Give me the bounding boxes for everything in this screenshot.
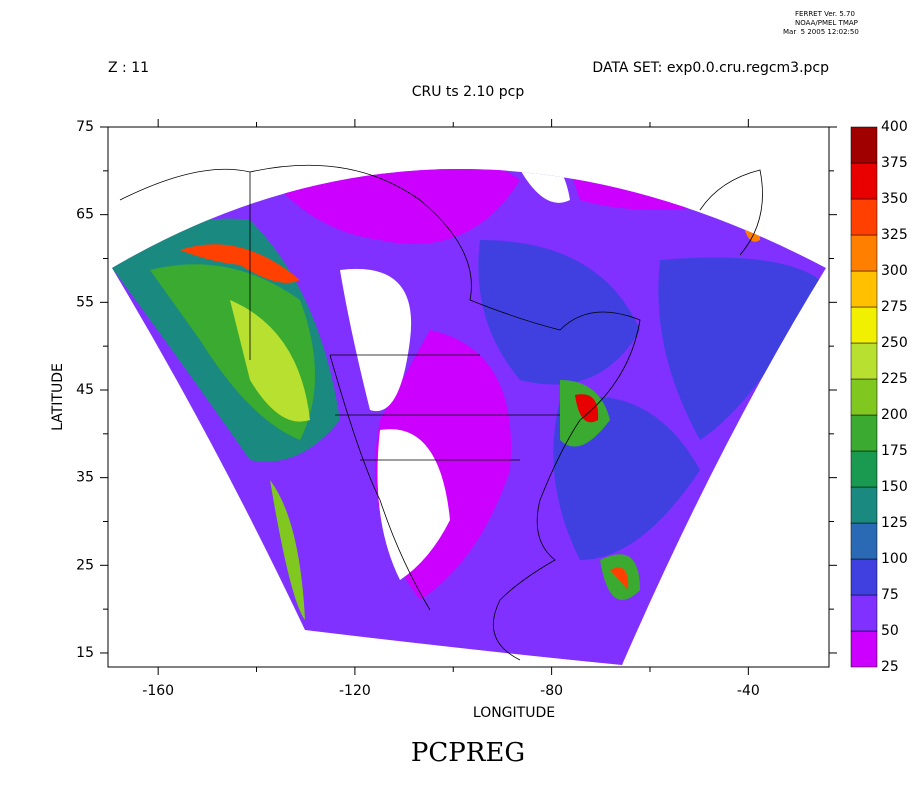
x-tick-label: -120 [339, 683, 371, 699]
x-tick-label: -160 [142, 683, 174, 699]
colorbar-label: 375 [881, 155, 908, 171]
subtitle: CRU ts 2.10 pcp [412, 84, 525, 100]
y-tick-label: 15 [76, 645, 94, 661]
x-tick-label: -80 [540, 683, 563, 699]
colorbar-label: 100 [881, 551, 908, 567]
colorbar-bin [850, 450, 878, 488]
precip-field [112, 169, 826, 665]
y-tick-label: 25 [76, 557, 94, 573]
colorbar-label: 300 [881, 263, 908, 279]
colorbar-bin [850, 234, 878, 272]
z-label: Z : 11 [108, 60, 149, 76]
colorbar-bin [850, 486, 878, 524]
colorbar: 25 50 75 100 125 150 175 200 225 250 275 300 325 350 3… [850, 119, 908, 675]
colorbar-label: 400 [881, 119, 908, 135]
colorbar-bin [850, 522, 878, 560]
colorbar-label: 50 [881, 623, 899, 639]
colorbar-label: 25 [881, 659, 899, 675]
y-axis-label: LATITUDE [50, 363, 66, 431]
colorbar-label: 150 [881, 479, 908, 495]
colorbar-bin [850, 126, 878, 164]
y-tick-label: 35 [76, 470, 94, 486]
colorbar-label: 75 [881, 587, 899, 603]
ferret-org: NOAA/PMEL TMAP [795, 19, 858, 27]
colorbar-bin [850, 558, 878, 596]
y-tick-label: 65 [76, 207, 94, 223]
colorbar-label: 275 [881, 299, 908, 315]
colorbar-bin [850, 162, 878, 200]
ferret-date: Mar 5 2005 12:02:50 [783, 28, 859, 36]
colorbar-bin [850, 378, 878, 416]
figure-title: PCPREG [411, 738, 525, 768]
colorbar-label: 125 [881, 515, 908, 531]
colorbar-bin [850, 306, 878, 344]
ferret-version: FERRET Ver. 5.70 [795, 10, 855, 18]
colorbar-label: 250 [881, 335, 908, 351]
coastlines [119, 164, 763, 661]
colorbar-label: 200 [881, 407, 908, 423]
colorbar-label: 350 [881, 191, 908, 207]
colorbar-bin [850, 414, 878, 452]
dataset: DATA SET: exp0.0.cru.regcm3.pcp [592, 60, 829, 76]
colorbar-bin [850, 630, 878, 668]
axes: -160 -120 -80 -40 15 25 35 45 55 65 75 [76, 119, 837, 699]
y-tick-label: 75 [76, 119, 94, 135]
y-tick-label: 45 [76, 382, 94, 398]
colorbar-label: 225 [881, 371, 908, 387]
colorbar-label: 175 [881, 443, 908, 459]
colorbar-label: 325 [881, 227, 908, 243]
y-tick-label: 55 [76, 294, 94, 310]
colorbar-bin [850, 198, 878, 236]
x-tick-label: -40 [737, 683, 760, 699]
plot-frame [107, 126, 830, 668]
colorbar-bin [850, 594, 878, 632]
x-axis-label: LONGITUDE [473, 705, 555, 721]
colorbar-bin [850, 342, 878, 380]
colorbar-bin [850, 270, 878, 308]
